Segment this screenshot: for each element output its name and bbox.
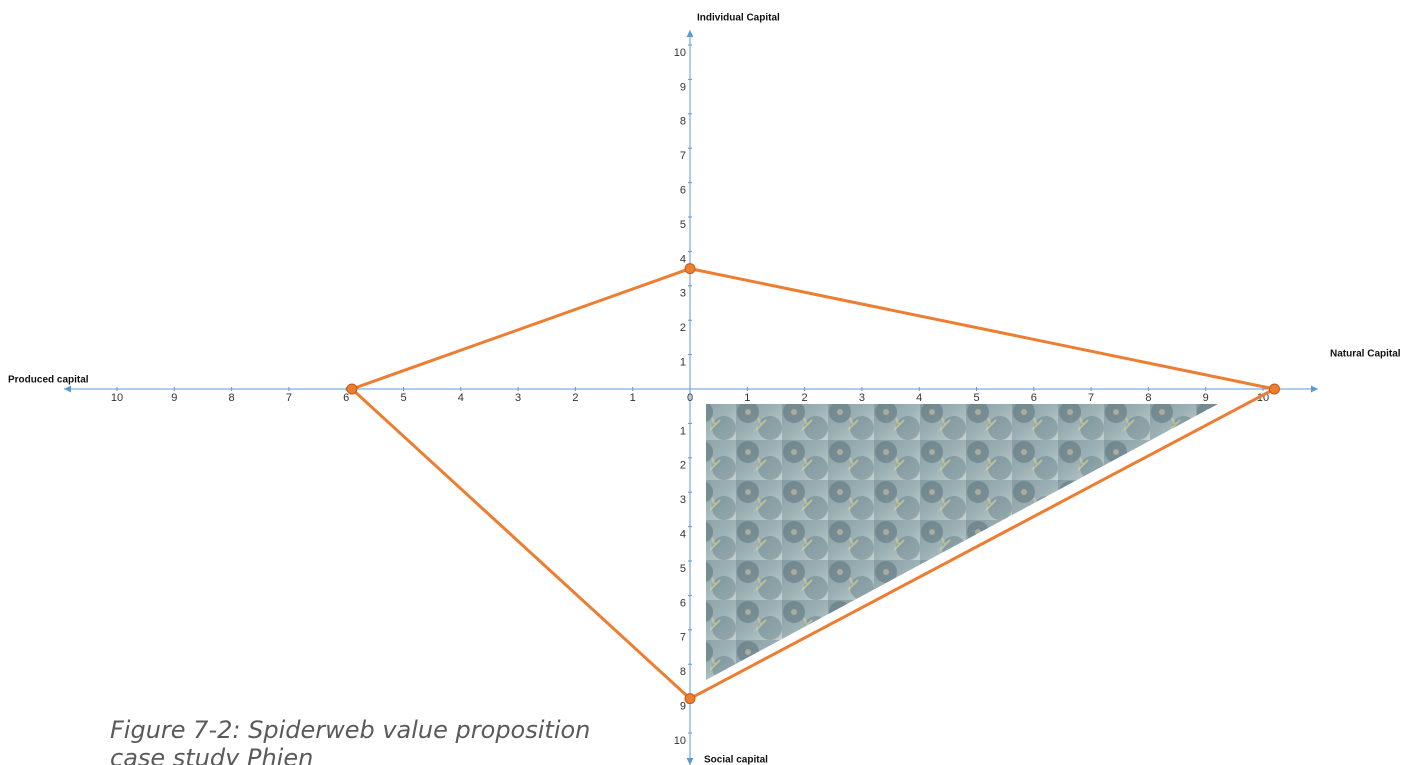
data-point (1268, 383, 1280, 395)
tick-label: 3 (515, 392, 521, 404)
axis-title: Social capital (704, 755, 768, 765)
tick-label: 6 (680, 185, 686, 197)
tick-label: 6 (343, 392, 349, 404)
tick-label: 1 (630, 392, 636, 404)
tick-label: 6 (680, 597, 686, 609)
axis-arrow (64, 385, 71, 393)
tick-label: 8 (1145, 392, 1151, 404)
tick-label: 1 (680, 425, 686, 437)
axis-title: Produced capital (8, 375, 89, 386)
data-point (684, 693, 696, 705)
tick-label: 3 (680, 494, 686, 506)
tick-label: 2 (680, 322, 686, 334)
tick-label: 4 (680, 529, 686, 541)
tick-label: 9 (1203, 392, 1209, 404)
tick-label: 6 (1031, 392, 1037, 404)
tick-label: 9 (171, 392, 177, 404)
tick-label: 7 (286, 392, 292, 404)
tick-label: 4 (916, 392, 922, 404)
tick-label: 3 (859, 392, 865, 404)
tick-label: 4 (680, 253, 686, 265)
tick-label: 5 (680, 563, 686, 575)
tick-label: 8 (680, 666, 686, 678)
axis-title: Individual Capital (697, 13, 780, 24)
tick-label: 7 (680, 150, 686, 162)
tick-label: 1 (680, 357, 686, 369)
tick-label: 7 (680, 632, 686, 644)
tick-label: 5 (973, 392, 979, 404)
tick-label: 3 (680, 288, 686, 300)
caption: Figure 7-2: Spiderweb value proposition … (110, 716, 591, 765)
tick-label: 1 (744, 392, 750, 404)
tick-label: 10 (111, 392, 123, 404)
axis-title: Natural Capital (1330, 349, 1401, 360)
tick-label: 9 (680, 81, 686, 93)
tick-label: 2 (572, 392, 578, 404)
tick-label: 10 (674, 735, 686, 747)
tick-label: 7 (1088, 392, 1094, 404)
tick-label: 10 (674, 47, 686, 59)
tick-label: 4 (458, 392, 464, 404)
axis-arrow (686, 30, 694, 37)
tick-label: 5 (400, 392, 406, 404)
background-photo (706, 404, 1218, 680)
data-point (684, 263, 696, 275)
axis-arrow (686, 758, 694, 765)
tick-label: 2 (680, 460, 686, 472)
tick-label: 8 (680, 116, 686, 128)
tick-label: 2 (802, 392, 808, 404)
data-point (346, 383, 358, 395)
tick-label: 9 (680, 701, 686, 713)
axis-arrow (1311, 385, 1318, 393)
tick-label: 0 (687, 392, 693, 404)
tick-label: 5 (680, 219, 686, 231)
tick-label: 8 (229, 392, 235, 404)
